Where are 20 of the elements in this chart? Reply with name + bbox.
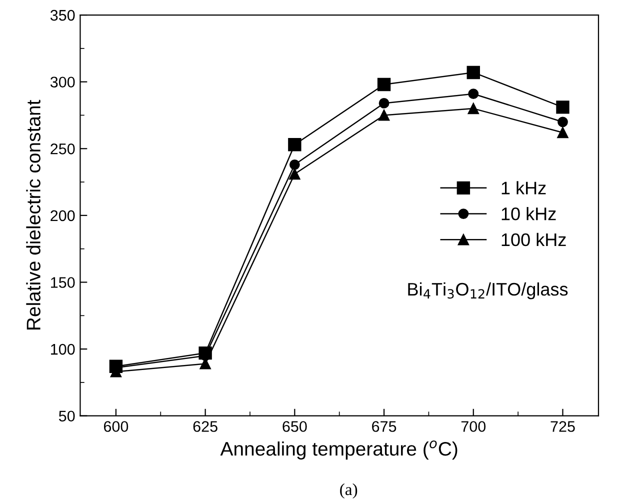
x-axis-title: Annealing temperature ($^{o}$C) bbox=[220, 440, 458, 460]
x-tick-label: 675 bbox=[372, 421, 396, 432]
text: (a) bbox=[340, 483, 358, 499]
y-tick-label: 350 bbox=[50, 10, 75, 21]
x-tick-label: 600 bbox=[104, 421, 128, 432]
y-tick-label: 200 bbox=[50, 210, 75, 222]
y-tick-label: 250 bbox=[50, 144, 75, 154]
x-tick-label: 650 bbox=[282, 421, 307, 432]
y-tick-label: 300 bbox=[50, 76, 75, 88]
y-tick-label: 100 bbox=[51, 344, 75, 355]
x-tick-label: 700 bbox=[461, 421, 486, 432]
legend-label: 10 kHz bbox=[502, 207, 556, 220]
y-tick-label: 150 bbox=[51, 277, 75, 288]
y-axis-title: Relative dielectric constant bbox=[26, 100, 40, 330]
x-tick-label: 725 bbox=[550, 421, 575, 432]
legend-label: 100 kHz bbox=[502, 232, 566, 246]
annotation: Bi$_{4}$Ti$_{3}$O$_{12}$/ITO/glass bbox=[408, 282, 568, 300]
legend-label: 1 kHz bbox=[502, 181, 546, 194]
x-tick-label: 625 bbox=[193, 421, 218, 432]
y-tick-label: 50 bbox=[58, 410, 75, 422]
